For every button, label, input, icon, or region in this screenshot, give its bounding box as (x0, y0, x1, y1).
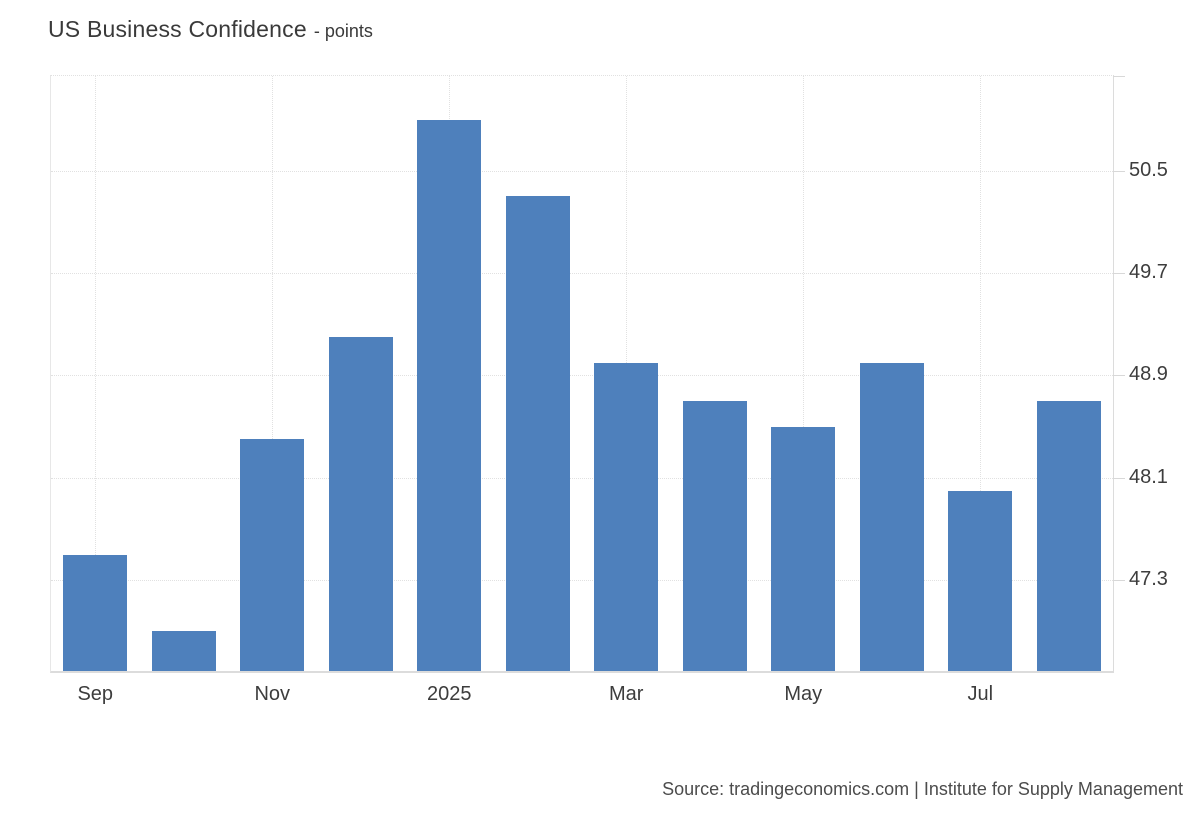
y-axis-tick (1113, 170, 1125, 172)
x-axis-tick-label: May (784, 683, 823, 705)
y-axis-tick (1113, 477, 1125, 479)
bar-sep[interactable] (63, 554, 128, 671)
y-axis-tick-label: 47.3 (1129, 568, 1168, 591)
bar-feb[interactable] (505, 196, 570, 671)
plot-area: 50.5 49.7 48.9 48.1 47.3 Sep Nov 2025 Mar May Jul (50, 75, 1168, 705)
x-axis-tick-label: 2025 (427, 683, 472, 705)
y-gridline (51, 170, 1113, 172)
source-attribution: Source: tradingeconomics.com | Institute… (662, 779, 1183, 799)
y-gridline (51, 477, 1113, 479)
x-axis-tick-label: Nov (254, 683, 291, 705)
chart-title: US Business Confidence (48, 16, 307, 42)
y-axis-tick-label: 48.9 (1129, 363, 1168, 386)
y-axis-tick-label: 49.7 (1129, 261, 1168, 284)
y-axis-tick-label: 50.5 (1129, 158, 1168, 181)
bar-may[interactable] (771, 426, 836, 671)
bar-jan[interactable] (417, 119, 482, 671)
bar-mar[interactable] (594, 362, 659, 671)
y-axis-tick (1113, 580, 1125, 582)
y-axis-tick (1113, 76, 1125, 77)
x-gridline (980, 76, 982, 671)
y-axis-tick (1113, 273, 1125, 275)
x-gridline (803, 76, 805, 671)
x-axis-tick-label: Jul (967, 683, 994, 705)
bar-dec[interactable] (328, 337, 393, 671)
x-gridline (95, 76, 97, 671)
x-axis-tick-label: Mar (609, 683, 644, 705)
bar-oct[interactable] (151, 631, 216, 671)
y-axis-tick (1113, 375, 1125, 377)
x-gridline (272, 76, 274, 671)
y-gridline (51, 273, 1113, 275)
y-gridline (51, 580, 1113, 582)
y-gridline (51, 375, 1113, 377)
chart-header: US Business Confidence - points (48, 16, 373, 43)
x-axis-tick-label: Sep (77, 683, 114, 705)
bar-jun[interactable] (859, 362, 924, 671)
y-axis-tick-label: 48.1 (1129, 465, 1168, 488)
chart-subtitle: - points (313, 21, 373, 41)
bar-apr[interactable] (682, 401, 747, 671)
bar-nov[interactable] (240, 439, 305, 671)
bar-jul[interactable] (948, 490, 1013, 671)
bar-aug[interactable] (1036, 401, 1101, 671)
